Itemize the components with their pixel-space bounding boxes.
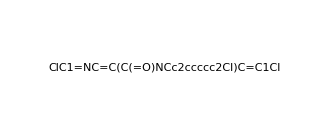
Text: ClC1=NC=C(C(=O)NCc2ccccc2Cl)C=C1Cl: ClC1=NC=C(C(=O)NCc2ccccc2Cl)C=C1Cl (48, 63, 281, 73)
